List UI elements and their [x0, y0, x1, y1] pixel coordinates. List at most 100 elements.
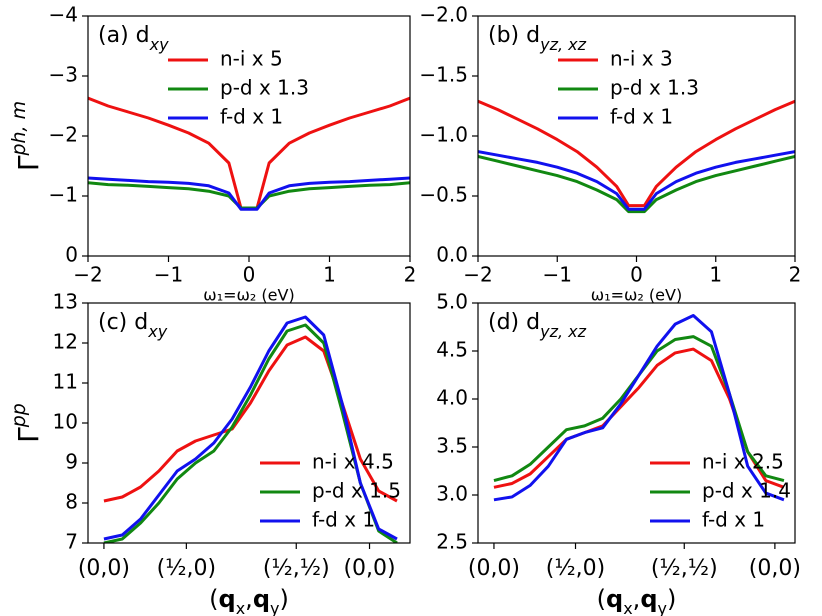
panel-label-sub: xy — [149, 35, 169, 54]
y-tick-label: 10 — [53, 410, 78, 434]
y-tick-label: 5.0 — [436, 290, 468, 314]
x-tick-label: −1 — [154, 263, 183, 287]
legend-label: f-d x 1 — [610, 105, 673, 129]
x-axis-label-part: y — [270, 599, 279, 616]
panel: −4−3−2−10−2 −1 0 1 2n-i x 5p-d x 1.3f-d x 1(… — [8, 3, 417, 305]
x-axis-label: (qx,qy) — [209, 585, 289, 616]
panel: −2.0 −1.5 −1.0 −0.5 0.0−2 −1 0 1 2 n-i x 3 p-d x 1… — [419, 3, 801, 305]
series-line — [103, 335, 398, 503]
series-line — [478, 150, 795, 211]
x-axis-label-part: q — [253, 585, 270, 613]
x-axis-label-part: q — [219, 585, 236, 613]
x-tick-label: (½,½) — [263, 556, 330, 581]
x-tick-label: 0 — [243, 263, 256, 287]
y-tick-label: 4.5 — [436, 338, 468, 362]
panel-label-sub: xy — [147, 322, 167, 341]
legend-label: p-d x 1.3 — [610, 76, 699, 100]
series-line — [478, 99, 795, 208]
panel-label: (c) dxy — [98, 310, 168, 341]
x-tick-label: −1 — [543, 263, 572, 287]
x-axis-label: ω₁=ω₂ (eV) — [203, 286, 294, 305]
legend-label: n-i x 3 — [610, 47, 673, 71]
x-tick-label: 1 — [323, 263, 336, 287]
legend-label: f-d x 1 — [220, 105, 283, 129]
legend-label: n-i x 5 — [220, 47, 283, 71]
y-tick-label: −1.5 — [419, 63, 468, 87]
panel-label-sub: yz, xz — [539, 322, 587, 341]
y-tick-label: −4 — [49, 3, 78, 27]
x-axis-label-part: q — [640, 585, 657, 613]
x-tick-label: (½,½) — [651, 556, 718, 581]
x-axis-label-part: , — [633, 585, 641, 613]
y-tick-label: −1.0 — [419, 123, 468, 147]
y-axis-label-main: Γ — [12, 155, 45, 171]
series-line — [88, 176, 410, 211]
y-axis-label-main: Γ — [12, 427, 45, 443]
panel-label-main: (a) d — [98, 23, 150, 48]
panel-label-main: (d) d — [488, 310, 540, 335]
y-tick-label: 8 — [65, 490, 78, 514]
y-axis-label: Γpp — [8, 403, 46, 443]
x-axis-label-part: y — [658, 599, 667, 616]
axes-frame — [87, 302, 411, 544]
axes-frame — [477, 15, 796, 257]
x-tick-label: 2 — [789, 263, 802, 287]
x-tick-label: (½,0) — [157, 556, 216, 581]
y-axis-label-sup: pp — [8, 403, 30, 428]
panel: 7 8 9 10 11 12 13 (0,0) (½,0) (½,½) (0,0) n-i x 4.5… — [8, 290, 411, 616]
y-tick-label: 7 — [65, 530, 78, 554]
x-axis-label-part: ( — [209, 585, 218, 613]
y-tick-label: 3.0 — [436, 482, 468, 506]
x-tick-label: (½,0) — [546, 556, 605, 581]
y-tick-label: −0.5 — [419, 183, 468, 207]
x-axis-label-part: ) — [279, 585, 288, 613]
x-axis-label-part: , — [245, 585, 253, 613]
y-tick-label: 3.5 — [436, 434, 468, 458]
series-line — [88, 181, 410, 210]
panel-label: (a) dxy — [98, 23, 169, 54]
panel-label-sub: yz, xz — [539, 35, 587, 54]
x-axis-label: ω₁=ω₂ (eV) — [591, 286, 682, 305]
x-tick-label: 2 — [404, 263, 417, 287]
series-line — [103, 315, 398, 541]
x-tick-label: 1 — [709, 263, 722, 287]
y-tick-label: 11 — [53, 370, 78, 394]
x-tick-label: −2 — [463, 263, 492, 287]
y-axis-label: Γph, m — [8, 101, 46, 171]
y-tick-label: 9 — [65, 450, 78, 474]
y-tick-label: 0 — [65, 243, 78, 267]
x-tick-label: (0,0) — [78, 556, 130, 581]
y-tick-label: 13 — [53, 290, 78, 314]
y-tick-label: 4.0 — [436, 386, 468, 410]
y-tick-label: −2 — [49, 123, 78, 147]
panel-label: (d) dyz, xz — [488, 310, 587, 341]
y-tick-label: 2.5 — [436, 530, 468, 554]
x-axis-label-part: ( — [597, 585, 606, 613]
x-tick-label: 0 — [630, 263, 643, 287]
y-tick-label: 0.0 — [436, 243, 468, 267]
panel-label: (b) dyz, xz — [488, 23, 587, 54]
y-axis-label-sup: ph, m — [8, 101, 30, 157]
axes-frame — [477, 302, 796, 544]
legend-label: p-d x 1.4 — [702, 479, 791, 503]
x-tick-label: (0,0) — [749, 556, 801, 581]
legend-label: f-d x 1 — [312, 508, 375, 532]
x-tick-label: −2 — [73, 263, 102, 287]
x-axis-label-part: x — [623, 599, 632, 616]
series-line — [493, 313, 785, 502]
y-tick-label: 12 — [53, 330, 78, 354]
x-axis-label-part: q — [606, 585, 623, 613]
series-line — [478, 154, 795, 214]
legend-label: f-d x 1 — [702, 508, 765, 532]
x-tick-label: (0,0) — [468, 556, 520, 581]
x-tick-label: (0,0) — [343, 556, 395, 581]
y-tick-label: −1 — [49, 183, 78, 207]
legend-label: n-i x 4.5 — [312, 450, 394, 474]
y-tick-label: −3 — [49, 63, 78, 87]
legend-label: n-i x 2.5 — [702, 450, 784, 474]
y-tick-label: −2.0 — [419, 3, 468, 27]
panel-label-main: (b) d — [488, 23, 540, 48]
x-axis-label: (qx,qy) — [597, 585, 677, 616]
x-axis-label-part: x — [236, 599, 245, 616]
